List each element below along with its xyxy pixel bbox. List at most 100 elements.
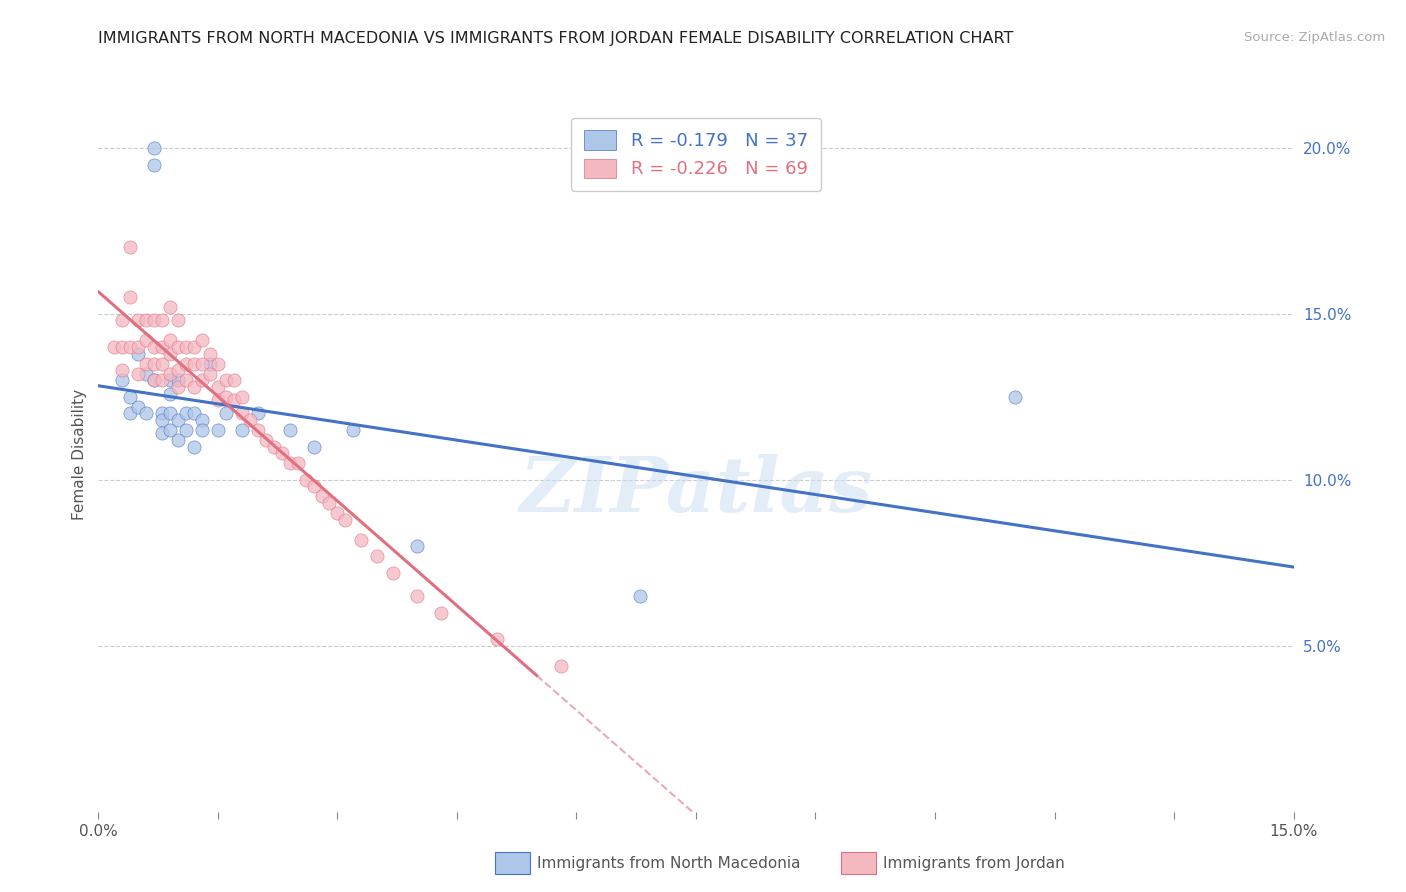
Point [198, 357, 221, 371]
Point [254, 433, 277, 447]
Point [143, 340, 166, 354]
Point [135, 367, 157, 381]
Point [150, 340, 173, 354]
Point [183, 440, 205, 454]
Point [150, 413, 173, 427]
Point [239, 413, 262, 427]
Text: Source: ZipAtlas.com: Source: ZipAtlas.com [1244, 31, 1385, 45]
Point [150, 373, 173, 387]
Point [191, 373, 214, 387]
Text: Immigrants from North Macedonia: Immigrants from North Macedonia [537, 856, 800, 871]
Point [159, 367, 181, 381]
Point [159, 423, 181, 437]
Point [318, 496, 340, 510]
Point [231, 390, 253, 404]
Point [143, 357, 166, 371]
Point [382, 566, 405, 580]
Point [127, 367, 149, 381]
Text: Immigrants from Jordan: Immigrants from Jordan [883, 856, 1064, 871]
Point [430, 606, 453, 620]
Point [215, 406, 238, 420]
Point [135, 334, 157, 348]
Point [342, 423, 364, 437]
Point [174, 406, 197, 420]
Point [406, 539, 429, 553]
Point [167, 363, 190, 377]
Point [111, 363, 134, 377]
Point [270, 446, 292, 460]
Point [191, 357, 214, 371]
Point [167, 373, 190, 387]
Point [159, 373, 181, 387]
Point [143, 141, 166, 155]
Point [167, 313, 190, 327]
Point [287, 456, 309, 470]
Point [120, 240, 142, 254]
Point [278, 423, 301, 437]
Point [183, 406, 205, 420]
Point [207, 357, 229, 371]
Point [231, 423, 253, 437]
Point [222, 393, 245, 408]
Point [120, 290, 142, 304]
Legend: R = -0.179   N = 37, R = -0.226   N = 69: R = -0.179 N = 37, R = -0.226 N = 69 [571, 118, 821, 191]
Point [302, 440, 325, 454]
Point [150, 313, 173, 327]
Point [167, 340, 190, 354]
Point [278, 456, 301, 470]
Point [159, 406, 181, 420]
Text: IMMIGRANTS FROM NORTH MACEDONIA VS IMMIGRANTS FROM JORDAN FEMALE DISABILITY CORR: IMMIGRANTS FROM NORTH MACEDONIA VS IMMIG… [98, 31, 1014, 46]
Point [135, 406, 157, 420]
Point [150, 357, 173, 371]
Point [127, 400, 149, 414]
Point [120, 406, 142, 420]
Point [207, 393, 229, 408]
Point [159, 386, 181, 401]
Point [207, 380, 229, 394]
Point [550, 658, 572, 673]
Point [111, 340, 134, 354]
Point [207, 423, 229, 437]
Point [406, 589, 429, 603]
Point [294, 473, 316, 487]
Point [215, 390, 238, 404]
Point [215, 373, 238, 387]
Point [231, 406, 253, 420]
Point [485, 632, 508, 647]
Point [127, 347, 149, 361]
Point [246, 423, 269, 437]
Point [150, 406, 173, 420]
Point [111, 373, 134, 387]
Point [143, 313, 166, 327]
Point [159, 334, 181, 348]
Point [302, 479, 325, 493]
Point [191, 413, 214, 427]
Point [159, 300, 181, 314]
Point [350, 533, 373, 547]
Point [167, 380, 190, 394]
Point [135, 357, 157, 371]
Point [183, 380, 205, 394]
Point [174, 357, 197, 371]
Point [335, 513, 357, 527]
Y-axis label: Female Disability: Female Disability [72, 389, 87, 521]
Point [111, 313, 134, 327]
Point [628, 589, 651, 603]
Point [191, 423, 214, 437]
Point [183, 357, 205, 371]
Point [183, 340, 205, 354]
Point [174, 423, 197, 437]
Text: ZIPatlas: ZIPatlas [519, 454, 873, 527]
Point [263, 440, 285, 454]
Point [143, 373, 166, 387]
Point [127, 340, 149, 354]
Point [143, 373, 166, 387]
Point [135, 313, 157, 327]
Point [167, 413, 190, 427]
Point [127, 313, 149, 327]
Point [366, 549, 388, 563]
Point [174, 340, 197, 354]
Point [246, 406, 269, 420]
Point [198, 347, 221, 361]
Point [120, 340, 142, 354]
